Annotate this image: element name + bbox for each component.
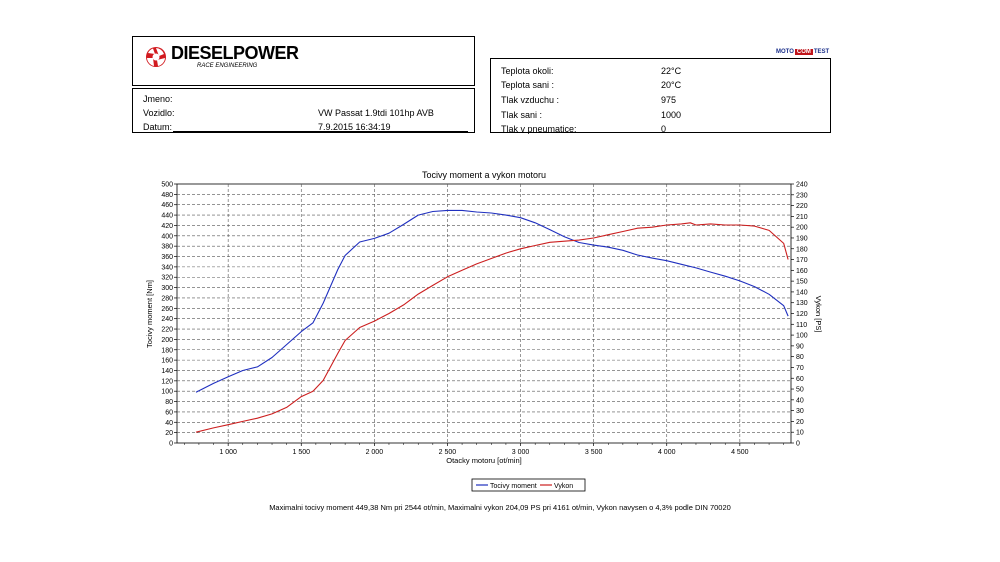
vehicle-info-box: Jmeno: Vozidlo: VW Passat 1.9tdi 101hp A… [132, 88, 475, 133]
y-right-tick-label: 90 [796, 343, 804, 350]
y-left-tick-label: 320 [161, 275, 173, 282]
vehicle-row-name: Jmeno: [143, 94, 173, 104]
brand-subtitle: RACE ENGINEERING [197, 63, 258, 69]
x-tick-label: 2 000 [366, 449, 384, 456]
y-right-tick-label: 40 [796, 397, 804, 404]
y-axis-right-label: Vykon [PS] [814, 296, 823, 333]
y-left-tick-label: 280 [161, 295, 173, 302]
y-left-tick-label: 180 [161, 347, 173, 354]
y-right-tick-label: 100 [796, 333, 808, 340]
y-right-tick-label: 180 [796, 246, 808, 253]
y-right-tick-label: 50 [796, 387, 804, 394]
y-left-tick-label: 400 [161, 233, 173, 240]
y-right-tick-label: 170 [796, 257, 808, 264]
y-right-tick-label: 30 [796, 408, 804, 415]
x-tick-label: 1 000 [219, 449, 237, 456]
conditions-box: Teplota okoli: 22°C Teplota sani : 20°C … [490, 58, 831, 134]
y-right-tick-label: 0 [796, 441, 800, 448]
y-right-tick-label: 70 [796, 365, 804, 372]
x-tick-label: 2 500 [439, 449, 457, 456]
legend-label-power: Vykon [554, 483, 573, 490]
y-right-tick-label: 80 [796, 354, 804, 361]
y-left-tick-label: 480 [161, 192, 173, 199]
y-left-tick-label: 360 [161, 254, 173, 261]
y-left-tick-label: 60 [165, 409, 173, 416]
y-left-tick-label: 440 [161, 213, 173, 220]
plot-frame [176, 183, 792, 444]
y-left-tick-label: 460 [161, 202, 173, 209]
y-right-tick-label: 160 [796, 268, 808, 275]
axes: 0204060801001201401601802002202402602803… [161, 182, 807, 457]
y-right-tick-label: 20 [796, 419, 804, 426]
y-right-tick-label: 210 [796, 214, 808, 221]
legend-label-torque: Tocivy moment [490, 483, 537, 490]
y-right-tick-label: 130 [796, 300, 808, 307]
y-right-tick-label: 240 [796, 182, 808, 189]
y-left-tick-label: 80 [165, 399, 173, 406]
date-underline [173, 131, 468, 132]
y-left-tick-label: 160 [161, 358, 173, 365]
y-right-tick-label: 110 [796, 322, 807, 329]
x-tick-label: 3 000 [512, 449, 530, 456]
y-left-tick-label: 100 [161, 389, 173, 396]
turbo-icon [146, 47, 166, 67]
x-tick-label: 3 500 [585, 449, 603, 456]
logo-box: DIESELPOWER RACE ENGINEERING [132, 36, 475, 86]
y-right-tick-label: 230 [796, 192, 808, 199]
legend: Tocivy moment Vykon [471, 478, 586, 492]
motocom-logo: MOTO COM TEST [776, 49, 830, 55]
chart-title: Tocivy moment a vykon motoru [422, 170, 546, 180]
grid [176, 183, 792, 444]
series [195, 209, 789, 433]
y-right-tick-label: 200 [796, 225, 808, 232]
y-right-tick-label: 150 [796, 279, 808, 286]
power-curve [195, 222, 789, 433]
y-right-tick-label: 220 [796, 203, 808, 210]
y-left-tick-label: 380 [161, 244, 173, 251]
x-tick-label: 4 000 [658, 449, 676, 456]
y-right-tick-label: 140 [796, 289, 808, 296]
y-left-tick-label: 240 [161, 316, 173, 323]
brand-logo: DIESELPOWER RACE ENGINEERING [145, 44, 299, 70]
date-value: 7.9.2015 16:34:19 [318, 122, 391, 132]
vehicle-row-date: Datum: 7.9.2015 16:34:19 [143, 122, 391, 132]
summary-footer: Maximalni tocivy moment 449,38 Nm pri 25… [269, 503, 731, 512]
y-left-tick-label: 260 [161, 306, 173, 313]
y-left-tick-label: 120 [161, 378, 173, 385]
y-right-tick-label: 190 [796, 235, 808, 242]
vehicle-value: VW Passat 1.9tdi 101hp AVB [318, 108, 434, 118]
y-left-tick-label: 40 [165, 420, 173, 427]
y-left-tick-label: 20 [165, 430, 173, 437]
y-left-tick-label: 420 [161, 223, 173, 230]
y-left-tick-label: 0 [169, 441, 173, 448]
y-left-tick-label: 140 [161, 368, 173, 375]
y-left-tick-label: 220 [161, 327, 173, 334]
vehicle-row-vehicle: Vozidlo: VW Passat 1.9tdi 101hp AVB [143, 108, 434, 118]
y-right-tick-label: 120 [796, 311, 808, 318]
x-tick-label: 4 500 [731, 449, 749, 456]
x-axis-label: Otacky motoru [ot/min] [446, 456, 521, 465]
y-axis-left-label: Tocivy moment [Nm] [145, 280, 154, 348]
y-left-tick-label: 340 [161, 264, 173, 271]
y-left-tick-label: 500 [161, 182, 173, 189]
x-tick-label: 1 500 [292, 449, 310, 456]
brand-name: DIESELPOWER [171, 43, 299, 63]
y-left-tick-label: 200 [161, 337, 173, 344]
torque-curve [195, 209, 789, 393]
y-right-tick-label: 60 [796, 376, 804, 383]
y-left-tick-label: 300 [161, 285, 173, 292]
y-right-tick-label: 10 [796, 430, 804, 437]
legend-box [471, 478, 586, 492]
